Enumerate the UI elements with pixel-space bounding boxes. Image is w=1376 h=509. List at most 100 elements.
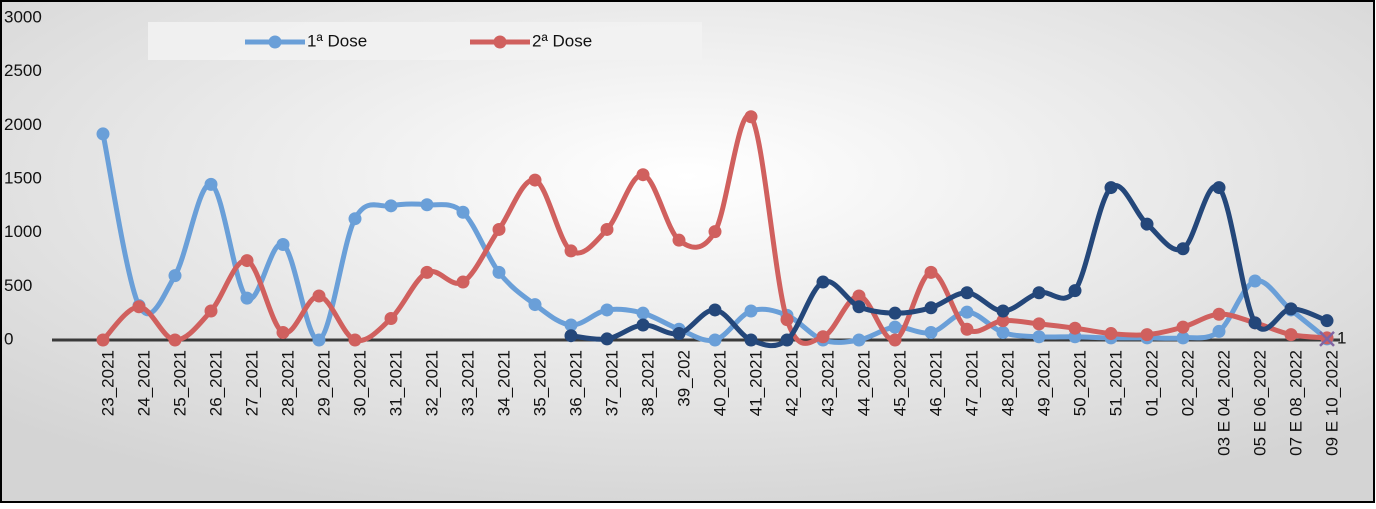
point xyxy=(636,168,650,182)
y-tick-label: 2000 xyxy=(4,115,42,134)
point xyxy=(672,233,686,247)
point xyxy=(1248,274,1262,288)
x-tick-label: 03 E 04_2022 xyxy=(1214,350,1233,456)
point xyxy=(168,269,182,283)
point xyxy=(744,110,758,124)
x-tick-label: 27_2021 xyxy=(242,350,261,416)
x-tick-label: 01_2022 xyxy=(1142,350,1161,416)
x-tick-label: 46_2021 xyxy=(926,350,945,416)
point xyxy=(528,173,542,187)
annotation: 1 xyxy=(1337,328,1346,347)
x-tick-label: 29_2021 xyxy=(314,350,333,416)
point xyxy=(276,325,290,339)
point xyxy=(1284,302,1298,316)
point xyxy=(708,303,722,317)
x-tick-label: 42_2021 xyxy=(782,350,801,416)
point xyxy=(492,222,506,236)
x-tick-label: 51_2021 xyxy=(1106,350,1125,416)
point xyxy=(636,318,650,332)
point xyxy=(384,199,398,213)
point xyxy=(852,300,866,314)
y-tick-label: 3000 xyxy=(4,7,42,26)
point xyxy=(1284,328,1298,342)
point xyxy=(276,237,290,251)
point xyxy=(1032,330,1046,344)
legend-box xyxy=(148,22,702,60)
point xyxy=(1032,286,1046,300)
point xyxy=(960,305,974,319)
point xyxy=(672,327,686,341)
point xyxy=(1212,324,1226,338)
point xyxy=(852,333,866,347)
point xyxy=(960,322,974,336)
x-tick-label: 38_2021 xyxy=(638,350,657,416)
point xyxy=(456,275,470,289)
x-tick-label: 44_2021 xyxy=(854,350,873,416)
point xyxy=(888,320,902,334)
point xyxy=(996,304,1010,318)
point xyxy=(888,306,902,320)
legend-label: 2ª Dose xyxy=(532,31,592,50)
point xyxy=(1212,307,1226,321)
point xyxy=(132,300,146,314)
point xyxy=(744,333,758,347)
x-tick-label: 43_2021 xyxy=(818,350,837,416)
point xyxy=(240,254,254,268)
point xyxy=(600,303,614,317)
x-tick-label: 41_2021 xyxy=(746,350,765,416)
point xyxy=(240,291,254,305)
y-tick-label: 0 xyxy=(4,329,13,348)
point xyxy=(852,289,866,303)
point xyxy=(1104,327,1118,341)
point xyxy=(600,332,614,346)
x-tick-label: 31_2021 xyxy=(386,350,405,416)
cross-marker xyxy=(1319,331,1335,347)
x-tick-label: 05 E 06_2022 xyxy=(1250,350,1269,456)
point xyxy=(384,312,398,326)
point xyxy=(1176,331,1190,345)
point xyxy=(1068,321,1082,335)
point xyxy=(744,304,758,318)
x-tick-label: 09 E 10_2022 xyxy=(1322,350,1341,456)
x-tick-label: 26_2021 xyxy=(206,350,225,416)
point xyxy=(960,286,974,300)
y-tick-label: 500 xyxy=(4,276,32,295)
legend-marker xyxy=(493,35,507,49)
legend: 1ª Dose 2ª Dose xyxy=(245,31,592,50)
point xyxy=(204,177,218,191)
x-tick-label: 39_202 xyxy=(674,350,693,407)
legend-label: 1ª Dose xyxy=(307,31,367,50)
x-tick-label: 33_2021 xyxy=(458,350,477,416)
point xyxy=(996,325,1010,339)
x-tick-label: 23_2021 xyxy=(98,350,117,416)
point xyxy=(600,222,614,236)
x-tick-label: 30_2021 xyxy=(350,350,369,416)
legend-marker xyxy=(268,35,282,49)
point xyxy=(1104,181,1118,195)
point xyxy=(420,198,434,212)
x-tick-label: 45_2021 xyxy=(890,350,909,416)
point xyxy=(204,304,218,318)
point xyxy=(348,333,362,347)
point xyxy=(780,333,794,347)
point xyxy=(420,265,434,279)
x-tick-label: 36_2021 xyxy=(566,350,585,416)
point xyxy=(1248,316,1262,330)
point xyxy=(1140,217,1154,231)
point xyxy=(96,333,110,347)
point xyxy=(96,127,110,141)
x-tick-label: 47_2021 xyxy=(962,350,981,416)
x-tick-label: 50_2021 xyxy=(1070,350,1089,416)
point xyxy=(1140,328,1154,342)
point xyxy=(1068,284,1082,298)
point xyxy=(888,333,902,347)
x-tick-label: 34_2021 xyxy=(494,350,513,416)
point xyxy=(1320,314,1334,328)
x-tick-label: 37_2021 xyxy=(602,350,621,416)
point xyxy=(816,330,830,344)
point xyxy=(312,333,326,347)
x-tick-label: 48_2021 xyxy=(998,350,1017,416)
y-tick-label: 1000 xyxy=(4,222,42,241)
point xyxy=(816,275,830,289)
